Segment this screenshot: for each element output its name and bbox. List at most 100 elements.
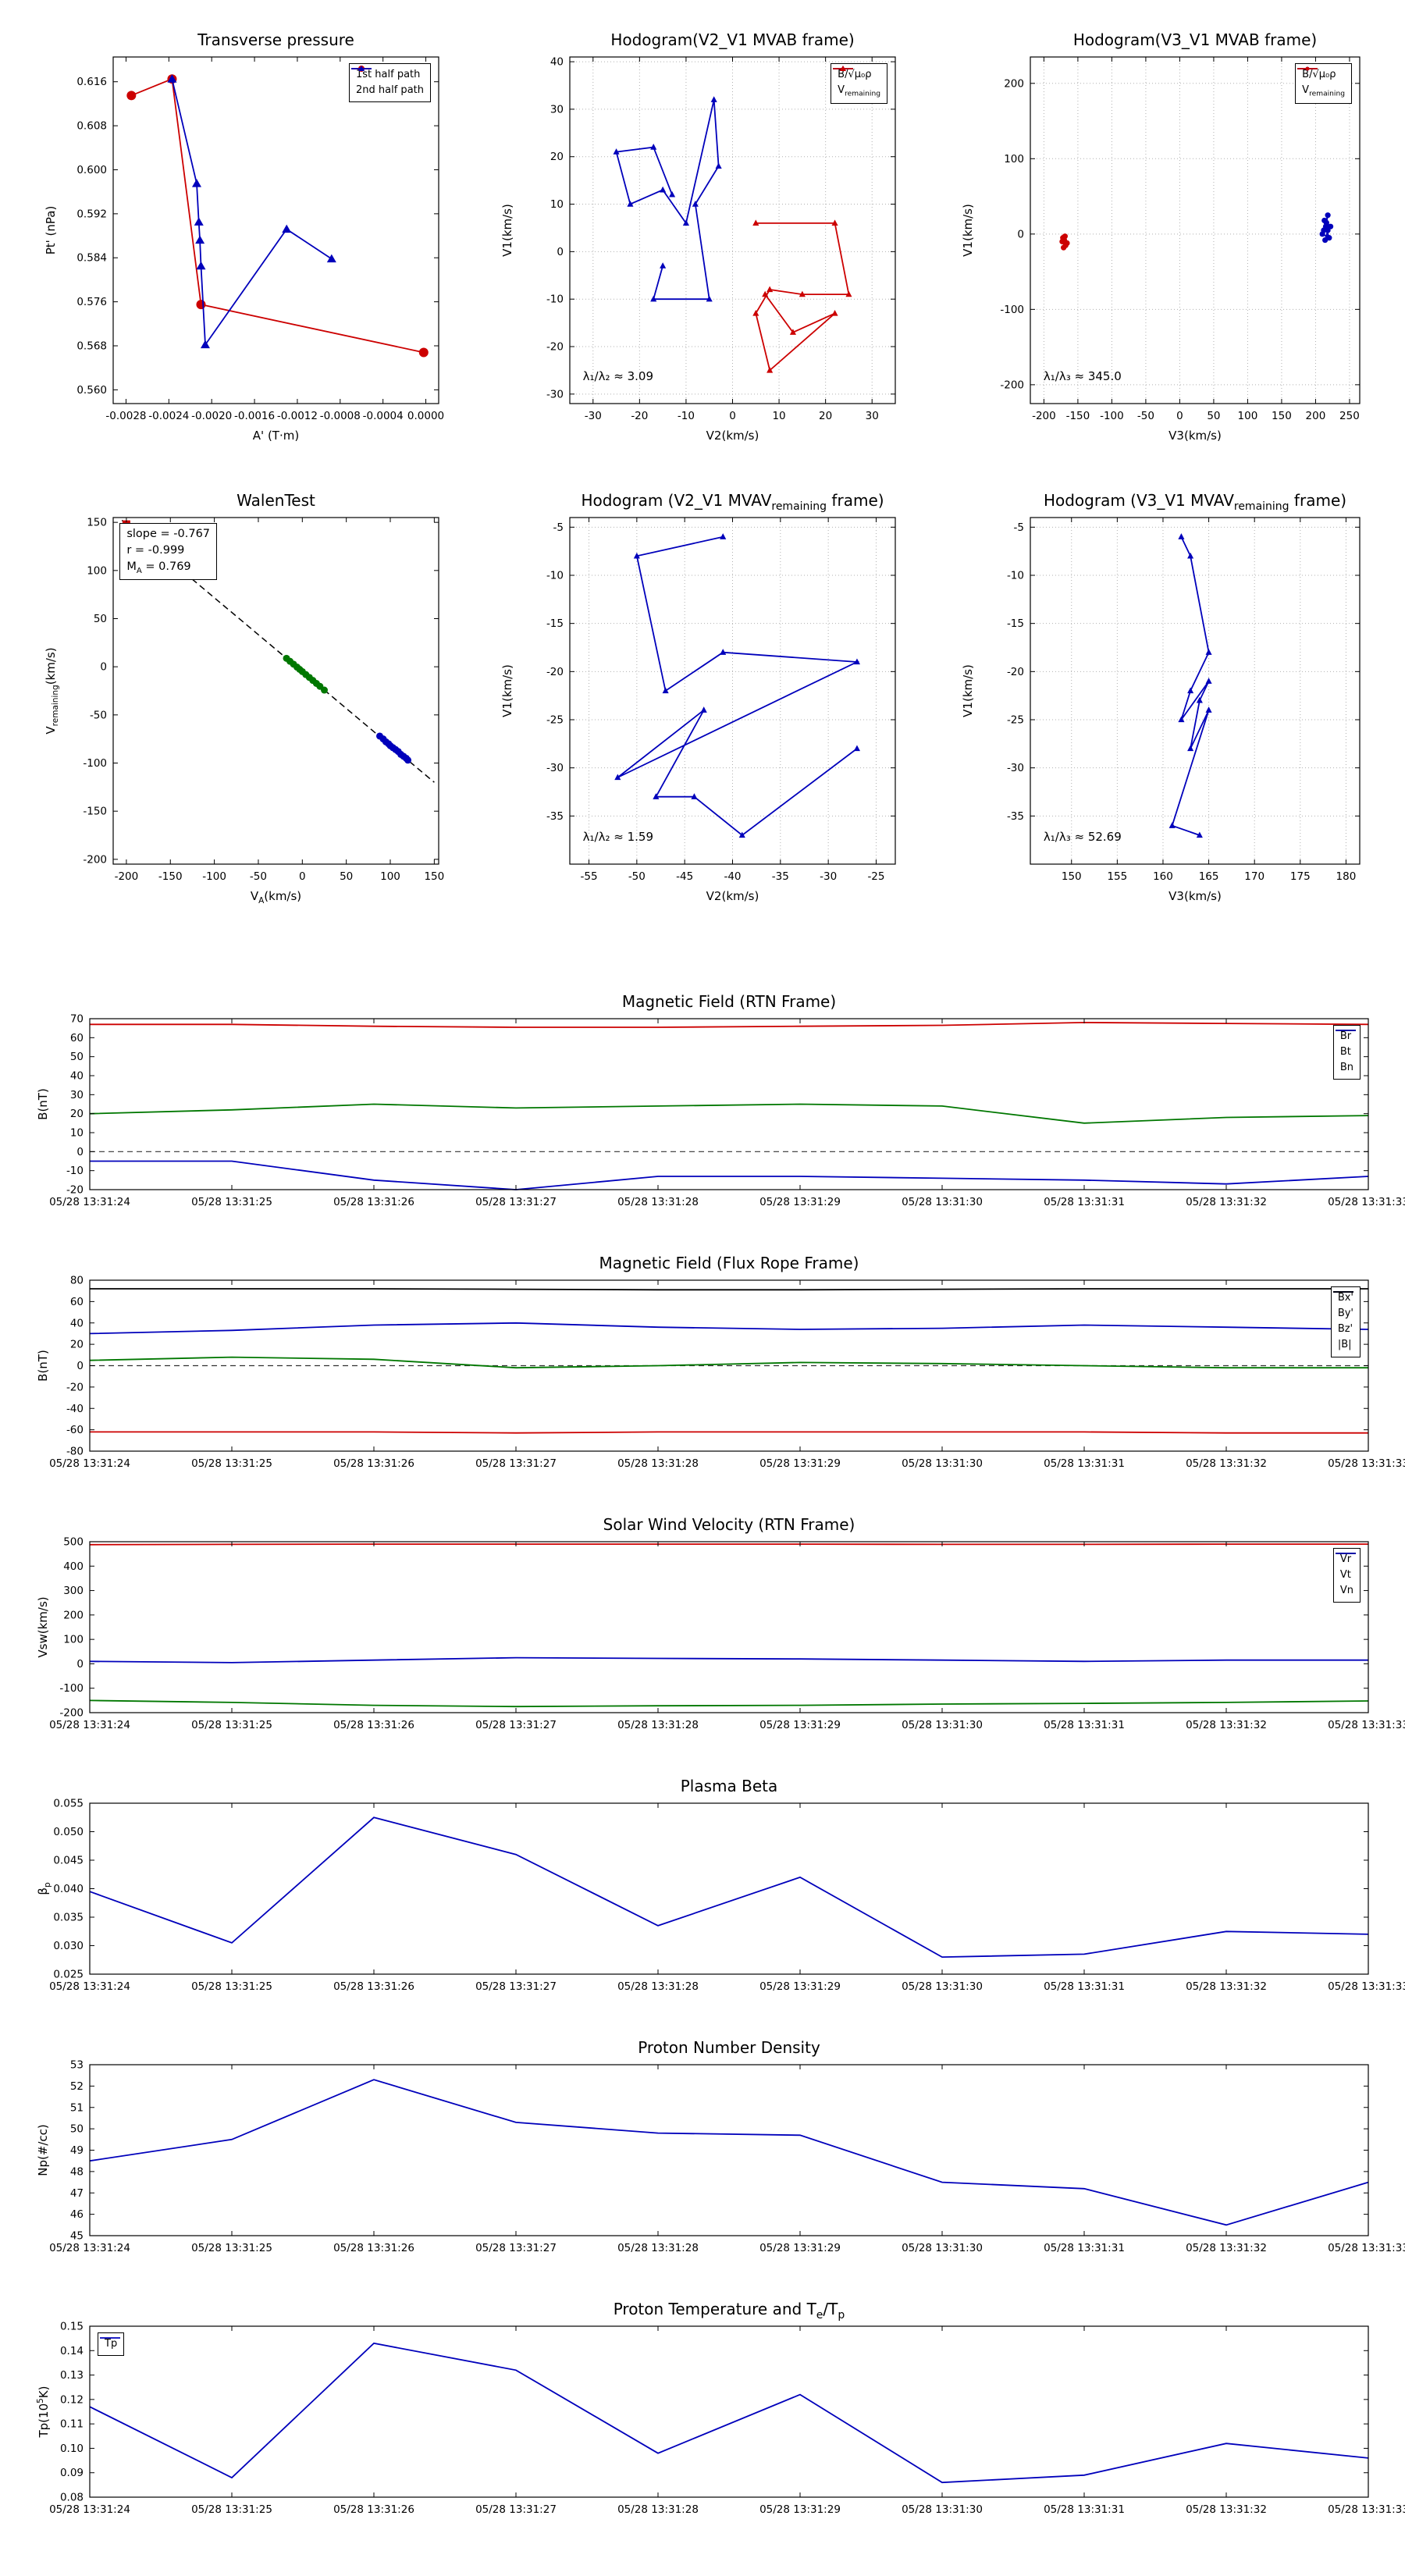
y-axis-label: βp xyxy=(36,1882,52,1895)
y-tick-label: 40 xyxy=(70,1070,84,1083)
x-tick-label: 200 xyxy=(1306,410,1326,422)
walen-test-canvas: -200 -150 -100 -50 0 50 100 150 -200 -150 -100 -50 0… xyxy=(83,517,444,883)
legend-entry: Tp xyxy=(100,2337,120,2350)
legend-entry: |B| xyxy=(1332,1291,1353,1351)
x-tick-label: 05/28 13:31:30 xyxy=(902,1980,983,1993)
x-tick-label: 05/28 13:31:24 xyxy=(49,1196,130,1208)
legend: Vr Vt Vn xyxy=(1332,1548,1361,1603)
x-tick-label: -100 xyxy=(202,870,226,883)
y-tick-label: 20 xyxy=(70,1108,84,1120)
x-tick-label: -150 xyxy=(158,870,183,883)
y-tick-label: 0.035 xyxy=(53,1912,84,1924)
y-tick-label: 0.045 xyxy=(53,1855,84,1867)
y-tick-label: 0 xyxy=(100,661,107,674)
y-tick-label: -35 xyxy=(1007,810,1024,823)
y-tick-label: 10 xyxy=(70,1127,84,1140)
y-tick-label: -15 xyxy=(546,617,564,630)
y-tick-label: 52 xyxy=(70,2080,84,2093)
x-tick-label: 20 xyxy=(819,410,832,422)
x-tick-label: 05/28 13:31:27 xyxy=(475,1980,557,1993)
x-tick-label: -0.0012 xyxy=(277,410,318,422)
chart-hodogram-v2v1-mvab: -30 -20 -10 0 10 20 30 -30 -20 -10 0 10 20 30 40 Hodogr… xyxy=(488,20,909,457)
x-tick-label: 05/28 13:31:30 xyxy=(902,1457,983,1470)
mag-fluxrope-canvas: 05/28 13:31:24 05/28 13:31:25 05/28 13:31:… xyxy=(49,1275,1405,1471)
y-tick-label: -40 xyxy=(66,1403,84,1415)
y-tick-label: 50 xyxy=(70,1051,84,1063)
y-tick-label: 40 xyxy=(550,56,564,69)
y-tick-label: 0.584 xyxy=(76,252,107,265)
y-tick-label: -100 xyxy=(59,1682,84,1695)
y-tick-label: 400 xyxy=(63,1560,84,1573)
y-tick-label: 100 xyxy=(87,564,107,577)
x-tick-label: 05/28 13:31:24 xyxy=(49,2242,130,2254)
annotation: λ₁/λ₃ ≈ 345.0 xyxy=(1043,368,1122,383)
y-tick-label: -10 xyxy=(546,570,564,582)
x-tick-label: -20 xyxy=(631,410,648,422)
y-tick-label: 0.11 xyxy=(60,2418,84,2431)
x-axis-label: V2(km/s) xyxy=(706,429,759,443)
y-tick-label: -200 xyxy=(83,853,107,866)
y-tick-label: 30 xyxy=(70,1089,84,1101)
y-tick-label: 0.600 xyxy=(76,164,107,176)
legend-entry: Bn xyxy=(1335,1030,1356,1074)
x-tick-label: 05/28 13:31:31 xyxy=(1044,1196,1125,1208)
y-tick-label: 0 xyxy=(76,1146,84,1158)
x-tick-label: 05/28 13:31:32 xyxy=(1186,1196,1267,1208)
x-tick-label: -30 xyxy=(585,410,602,422)
y-axis-label: B(nT) xyxy=(36,1088,50,1120)
y-tick-label: -50 xyxy=(90,709,107,721)
y-tick-label: 0.568 xyxy=(76,340,107,353)
chart-title: WalenTest xyxy=(237,491,315,510)
y-tick-label: -10 xyxy=(66,1165,84,1177)
y-tick-label: 0.616 xyxy=(76,76,107,88)
chart-hodogram-v3v1-mvav: 150 155 160 165 170 175 180 -35 -30 -25 -20 -15 -10 -… xyxy=(948,480,1374,917)
x-tick-label: 50 xyxy=(340,870,353,883)
y-tick-label: 150 xyxy=(87,517,107,529)
y-tick-label: 100 xyxy=(1004,153,1024,165)
x-tick-label: -10 xyxy=(678,410,695,422)
y-tick-label: 0.15 xyxy=(60,2321,84,2333)
y-tick-label: -25 xyxy=(1007,714,1024,727)
legend: B/√μ₀ρ Vremaining xyxy=(1295,63,1352,104)
x-tick-label: 05/28 13:31:24 xyxy=(49,1457,130,1470)
x-tick-label: -200 xyxy=(115,870,139,883)
x-tick-label: 05/28 13:31:30 xyxy=(902,2503,983,2516)
chart-title: Solar Wind Velocity (RTN Frame) xyxy=(603,1515,855,1534)
x-tick-label: 250 xyxy=(1339,410,1360,422)
legend-entry: Bt xyxy=(1335,1030,1356,1059)
x-tick-label: 05/28 13:31:28 xyxy=(617,1980,699,1993)
y-tick-label: 0.050 xyxy=(53,1826,84,1838)
y-tick-label: -200 xyxy=(1000,379,1024,391)
x-tick-label: 05/28 13:31:31 xyxy=(1044,1457,1125,1470)
x-tick-label: 0 xyxy=(299,870,306,883)
y-tick-label: 40 xyxy=(70,1317,84,1329)
x-tick-label: 150 xyxy=(1272,410,1292,422)
y-axis-label: Vsw(km/s) xyxy=(36,1596,50,1658)
x-tick-label: 05/28 13:31:27 xyxy=(475,2242,557,2254)
legend-entry: Vn xyxy=(1335,1553,1356,1597)
y-tick-label: 0.13 xyxy=(60,2369,84,2382)
chart-title: Hodogram (V2_V1 MVAVremaining frame) xyxy=(581,491,884,513)
y-tick-label: 200 xyxy=(1004,77,1024,90)
y-tick-label: 20 xyxy=(550,151,564,163)
x-tick-label: 05/28 13:31:29 xyxy=(759,1719,841,1731)
x-tick-label: 05/28 13:31:30 xyxy=(902,2242,983,2254)
x-tick-label: -35 xyxy=(772,870,789,883)
x-tick-label: -50 xyxy=(250,870,267,883)
legend-entry: 2nd half path xyxy=(351,66,424,98)
chart-magnetic-field-rtn: 05/28 13:31:24 05/28 13:31:25 05/28 13:31:… xyxy=(23,987,1405,1226)
chart-magnetic-field-fluxrope: 05/28 13:31:24 05/28 13:31:25 05/28 13:31:… xyxy=(23,1249,1405,1487)
y-tick-label: 47 xyxy=(70,2187,84,2200)
x-tick-label: -45 xyxy=(676,870,693,883)
y-tick-label: -20 xyxy=(66,1184,84,1197)
x-tick-label: 05/28 13:31:25 xyxy=(191,2242,272,2254)
x-tick-label: -100 xyxy=(1100,410,1124,422)
plasma-beta-canvas: 05/28 13:31:24 05/28 13:31:25 05/28 13:31:… xyxy=(49,1798,1405,1994)
y-axis-label: Vremaining(km/s) xyxy=(44,647,60,735)
y-tick-label: 20 xyxy=(70,1339,84,1351)
chart-title: Transverse pressure xyxy=(197,30,354,49)
legend-entry: Vremaining xyxy=(1297,66,1345,100)
x-tick-label: 10 xyxy=(772,410,785,422)
x-tick-label: -40 xyxy=(724,870,741,883)
annotation: slope = -0.767 r = -0.999 MA = 0.769 xyxy=(119,522,218,581)
